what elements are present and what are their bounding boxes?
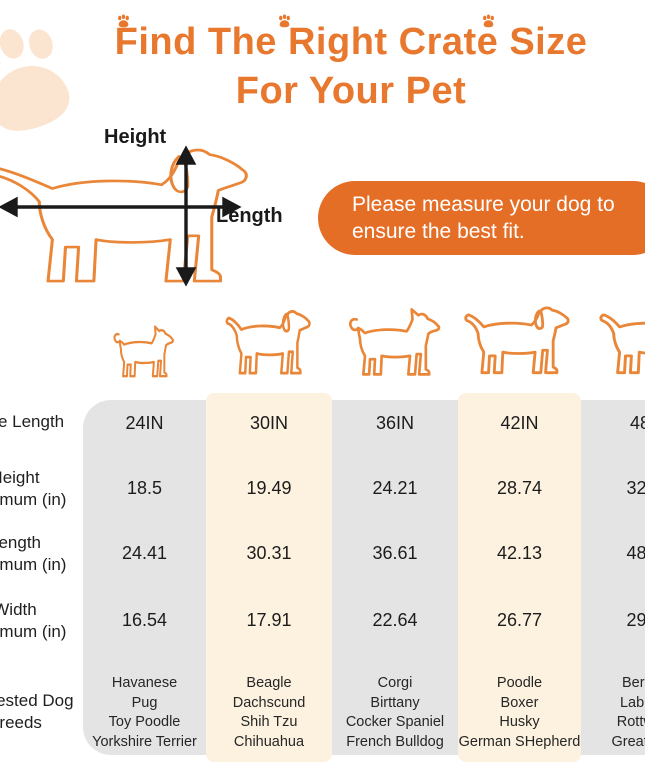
row-label-width-max: Width Maximum (in) <box>0 600 67 641</box>
table-column-24in <box>83 400 206 755</box>
paw-accent-icon <box>279 14 290 28</box>
cell-width-36: 22.64 <box>372 610 418 630</box>
husky-icon <box>345 306 445 382</box>
cell-length-30: 30.31 <box>246 543 292 563</box>
cell-height-30: 19.49 <box>246 478 292 498</box>
height-label: Height <box>104 126 167 148</box>
cell-breeds-30: Beagle Dachscund Shih Tzu Chihuahua <box>232 675 306 750</box>
cell-height-42: 28.74 <box>496 478 543 498</box>
cell-width-42: 26.77 <box>496 610 543 630</box>
cell-width-24: 16.54 <box>121 610 168 630</box>
cell-width-48: 29.92 <box>626 610 645 630</box>
cell-width-30: 17.91 <box>246 610 292 630</box>
cell-breeds-48: Bernese Labrador Rottweiler Great Dane <box>611 675 645 750</box>
cell-breeds-36: Corgi Birttany Cocker Spaniel French Bul… <box>345 675 445 750</box>
chihuahua-icon <box>111 324 177 382</box>
cell-size-30: 30IN <box>249 413 289 433</box>
labrador-icon <box>461 298 575 382</box>
paw-watermark-icon <box>0 29 70 131</box>
measurement-arrows <box>0 145 242 287</box>
length-label: Length <box>216 205 283 227</box>
paw-accent-icon <box>118 14 129 28</box>
cell-height-48: 32.28 <box>626 478 645 498</box>
cell-size-24: 24IN <box>125 413 164 433</box>
large-dog-icon <box>596 298 645 382</box>
table-column-36in <box>332 400 458 755</box>
cell-length-42: 42.13 <box>496 543 543 563</box>
row-label-length-max: Length Maximum (in) <box>0 533 67 574</box>
cell-length-48: 48.03 <box>626 543 645 563</box>
measure-notice: Please measure your dog to ensure the be… <box>318 181 645 255</box>
table-column-42in <box>458 393 581 762</box>
cell-height-36: 24.21 <box>372 478 418 498</box>
cell-length-36: 36.61 <box>372 543 418 563</box>
cell-breeds-42: Poodle Boxer Husky German SHepherd <box>458 675 581 750</box>
cell-breeds-24: Havanese Pug Toy Poodle Yorkshire Terrie… <box>92 675 197 750</box>
row-label-crate-length: Crate Length <box>0 412 65 431</box>
page-title: Find The Right Crate Size For Your Pet <box>58 18 644 116</box>
table-column-48in <box>581 400 645 755</box>
row-label-suggested-breeds: Suggested Dog Breeds <box>0 691 74 732</box>
cell-length-24: 24.41 <box>121 543 168 563</box>
measure-notice-text: Please measure your dog to ensure the be… <box>352 193 615 243</box>
cell-height-24: 18.5 <box>126 478 163 498</box>
cell-size-36: 36IN <box>375 413 415 433</box>
cell-size-48: 48IN <box>629 413 645 433</box>
row-label-height-max: Height Maximum (in) <box>0 468 67 509</box>
table-column-30in <box>206 393 332 762</box>
cell-size-42: 42IN <box>500 413 539 433</box>
page-title-line2: For Your Pet <box>235 70 467 112</box>
beagle-icon <box>223 302 315 382</box>
paw-accent-icon <box>483 14 494 28</box>
page-title-line1: Find The Right Crate Size <box>114 21 588 63</box>
